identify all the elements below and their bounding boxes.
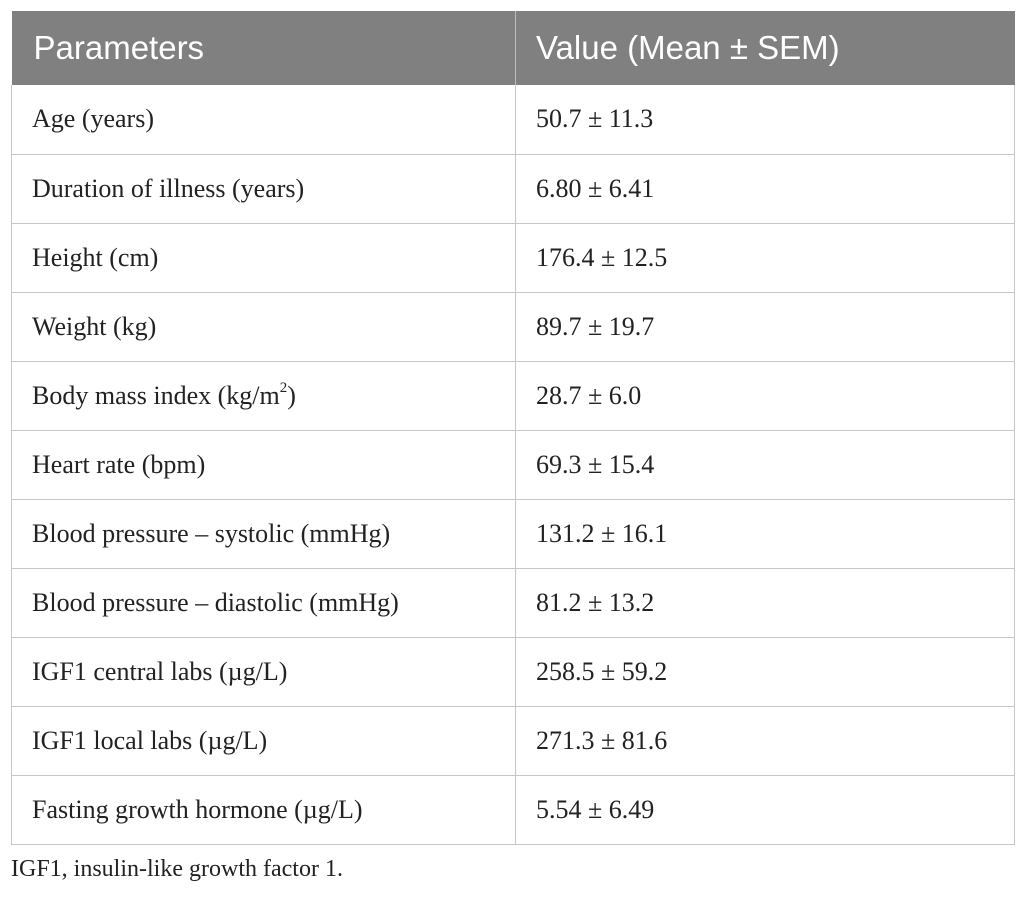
row-value: 89.7 ± 19.7 — [515, 291, 1015, 362]
row-value: 50.7 ± 11.3 — [515, 85, 1015, 155]
superscript-two: 2 — [279, 379, 288, 396]
table-header-row: Parameters Value (Mean ± SEM) — [11, 11, 1015, 85]
row-parameter: Heart rate (bpm) — [11, 429, 516, 500]
table-row: Age (years) 50.7 ± 11.3 — [11, 85, 1015, 155]
row-value: 258.5 ± 59.2 — [515, 636, 1015, 707]
row-parameter: Age (years) — [11, 85, 516, 155]
row-value: 271.3 ± 81.6 — [515, 705, 1015, 776]
row-parameter: Blood pressure – diastolic (mmHg) — [11, 567, 516, 638]
header-parameters: Parameters — [11, 11, 516, 85]
row-parameter: Fasting growth hormone (µg/L) — [11, 774, 516, 845]
row-value: 6.80 ± 6.41 — [515, 153, 1015, 224]
row-value: 5.54 ± 6.49 — [515, 774, 1015, 845]
row-parameter: Body mass index (kg/m2) — [11, 360, 516, 431]
table-footnote: IGF1, insulin-like growth factor 1. — [11, 856, 343, 882]
header-value: Value (Mean ± SEM) — [515, 11, 1015, 85]
table-row: Duration of illness (years) 6.80 ± 6.41 — [11, 153, 1015, 224]
row-parameter: Weight (kg) — [11, 291, 516, 362]
table-row: IGF1 local labs (µg/L) 271.3 ± 81.6 — [11, 705, 1015, 776]
row-parameter: Blood pressure – systolic (mmHg) — [11, 498, 516, 569]
row-value: 28.7 ± 6.0 — [515, 360, 1015, 431]
table-row: IGF1 central labs (µg/L) 258.5 ± 59.2 — [11, 636, 1015, 707]
table-row: Height (cm) 176.4 ± 12.5 — [11, 222, 1015, 293]
table-row: Blood pressure – diastolic (mmHg) 81.2 ±… — [11, 567, 1015, 638]
row-parameter: Height (cm) — [11, 222, 516, 293]
row-parameter-suffix: ) — [287, 380, 296, 410]
row-parameter: IGF1 central labs (µg/L) — [11, 636, 516, 707]
row-parameter: IGF1 local labs (µg/L) — [11, 705, 516, 776]
row-value: 176.4 ± 12.5 — [515, 222, 1015, 293]
table-row: Blood pressure – systolic (mmHg) 131.2 ±… — [11, 498, 1015, 569]
row-value: 81.2 ± 13.2 — [515, 567, 1015, 638]
table-row: Fasting growth hormone (µg/L) 5.54 ± 6.4… — [11, 774, 1015, 845]
row-parameter: Duration of illness (years) — [11, 153, 516, 224]
parameters-table: Parameters Value (Mean ± SEM) Age (years… — [11, 11, 1015, 845]
table-row: Body mass index (kg/m2) 28.7 ± 6.0 — [11, 360, 1015, 431]
row-parameter-text: Body mass index (kg/m — [32, 380, 280, 410]
data-table-container: Parameters Value (Mean ± SEM) Age (years… — [11, 11, 1015, 845]
table-row: Heart rate (bpm) 69.3 ± 15.4 — [11, 429, 1015, 500]
row-value: 69.3 ± 15.4 — [515, 429, 1015, 500]
row-value: 131.2 ± 16.1 — [515, 498, 1015, 569]
table-row: Weight (kg) 89.7 ± 19.7 — [11, 291, 1015, 362]
